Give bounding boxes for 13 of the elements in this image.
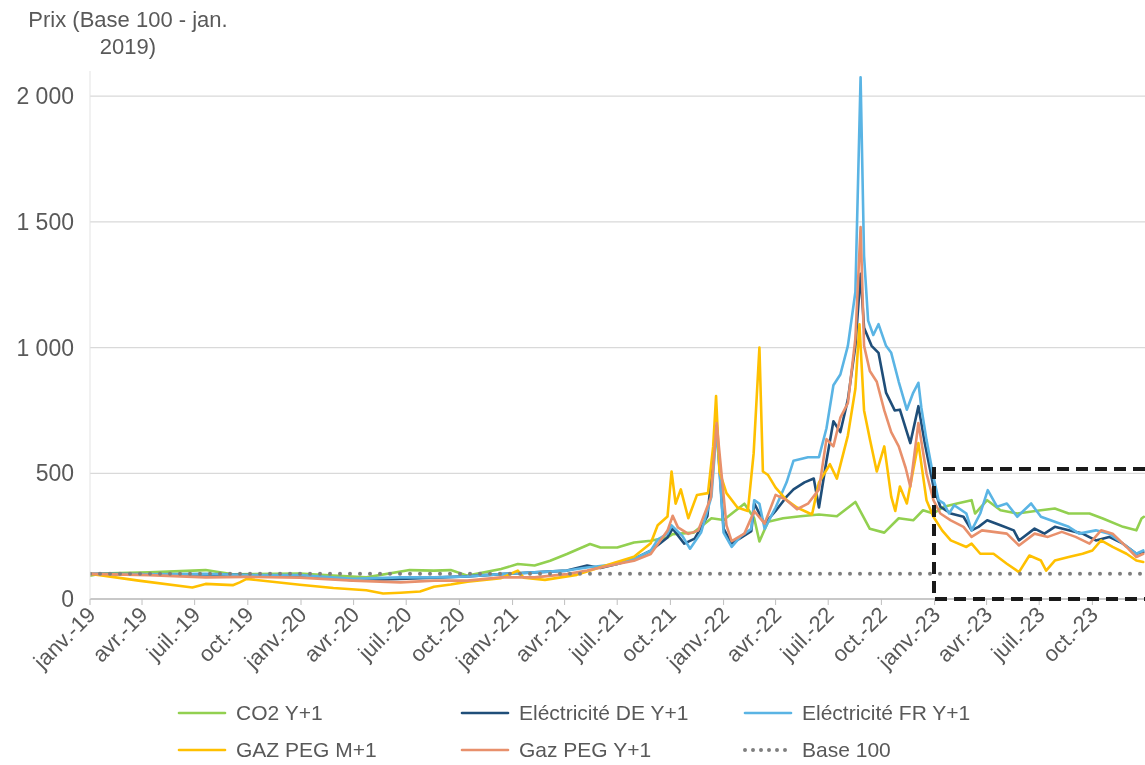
legend-label: Base 100 — [802, 738, 891, 762]
y-axis-title: Prix (Base 100 - jan. 2019) — [27, 6, 229, 60]
line-series — [90, 322, 1145, 595]
legend-label: Eléctricité FR Y+1 — [802, 701, 971, 725]
legend-label: GAZ PEG M+1 — [236, 738, 377, 762]
legend-label: Eléctricité DE Y+1 — [519, 701, 689, 725]
y-tick-label: 500 — [35, 460, 74, 487]
y-tick-label: 2 000 — [16, 83, 74, 110]
y-tick-label: 1 000 — [16, 334, 74, 361]
y-tick-label: 1 500 — [16, 209, 74, 236]
legend-label: Gaz PEG Y+1 — [519, 738, 652, 762]
y-tick-label: 0 — [61, 586, 74, 613]
legend-label: CO2 Y+1 — [236, 701, 323, 725]
